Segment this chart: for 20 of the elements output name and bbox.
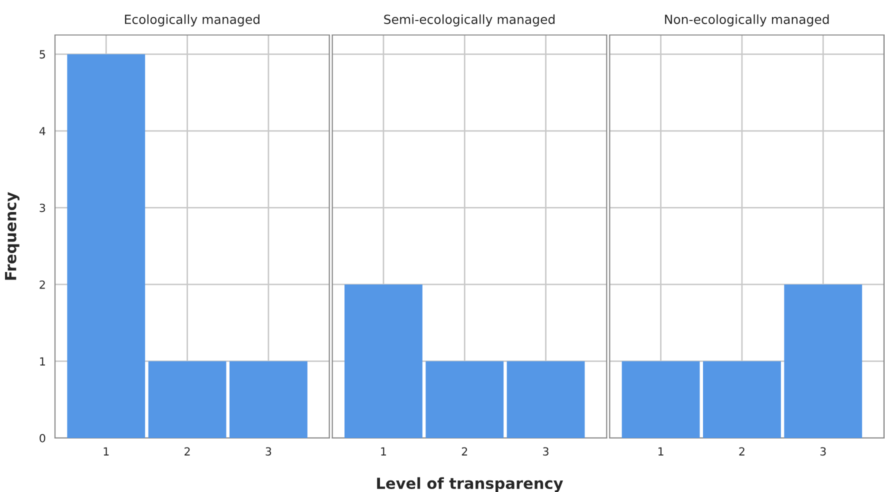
x-tick-label: 2 bbox=[184, 447, 190, 456]
x-tick-label: 1 bbox=[381, 447, 386, 456]
x-axis-title: Level of transparency bbox=[377, 477, 564, 492]
x-tick-label: 3 bbox=[543, 447, 548, 456]
y-tick-label: 3 bbox=[40, 204, 46, 212]
y-tick-label: 2 bbox=[40, 280, 45, 289]
x-tick-label: 1 bbox=[658, 447, 664, 456]
y-tick-label: 5 bbox=[40, 50, 45, 59]
x-tick-label: 2 bbox=[739, 447, 744, 456]
chart-title: Semi-ecologically managed bbox=[384, 14, 555, 26]
x-tick-label: 2 bbox=[462, 447, 468, 456]
chart-title: Non-ecologically managed bbox=[665, 14, 829, 26]
x-tick-label: 3 bbox=[820, 447, 826, 456]
y-axis-title: Frequency bbox=[5, 192, 20, 280]
y-tick-label: 4 bbox=[39, 127, 46, 136]
x-tick-label: 1 bbox=[104, 447, 109, 456]
chart-title: Ecologically managed bbox=[125, 14, 260, 26]
x-tick-label: 3 bbox=[266, 447, 272, 456]
y-tick-label: 0 bbox=[40, 434, 46, 442]
y-tick-label: 1 bbox=[40, 357, 45, 366]
